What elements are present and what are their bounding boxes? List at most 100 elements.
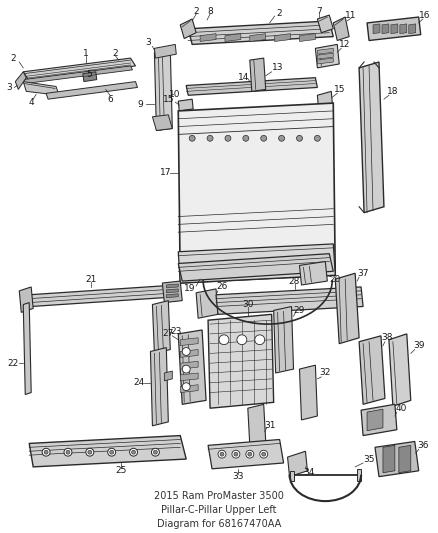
Text: 15: 15	[333, 85, 345, 94]
Text: 3: 3	[7, 83, 12, 92]
Text: 29: 29	[294, 306, 305, 315]
Circle shape	[152, 448, 159, 456]
Circle shape	[246, 450, 254, 458]
Polygon shape	[166, 289, 178, 293]
Polygon shape	[216, 287, 363, 314]
Text: 12: 12	[339, 40, 350, 49]
Text: 40: 40	[395, 403, 406, 413]
Polygon shape	[318, 58, 333, 64]
Polygon shape	[186, 78, 318, 95]
Polygon shape	[359, 62, 384, 213]
Polygon shape	[288, 451, 307, 477]
Polygon shape	[333, 17, 349, 41]
Circle shape	[207, 135, 213, 141]
Polygon shape	[225, 34, 241, 42]
Text: 19: 19	[184, 285, 196, 293]
Polygon shape	[274, 306, 293, 373]
Polygon shape	[162, 281, 182, 303]
Text: 11: 11	[346, 11, 357, 20]
Text: 6: 6	[108, 95, 113, 104]
Text: 14: 14	[238, 73, 250, 82]
Polygon shape	[250, 58, 266, 91]
Circle shape	[297, 135, 303, 141]
Text: 30: 30	[242, 300, 254, 309]
Polygon shape	[208, 314, 274, 408]
Polygon shape	[290, 471, 293, 481]
Polygon shape	[155, 44, 176, 58]
Circle shape	[86, 448, 94, 456]
Polygon shape	[152, 301, 170, 353]
Polygon shape	[318, 15, 333, 33]
Polygon shape	[166, 294, 178, 298]
Text: 36: 36	[417, 441, 428, 450]
Polygon shape	[300, 262, 327, 285]
Text: 15: 15	[162, 95, 174, 104]
Polygon shape	[23, 303, 31, 394]
Polygon shape	[178, 103, 335, 283]
Circle shape	[130, 448, 138, 456]
Circle shape	[42, 448, 50, 456]
Circle shape	[189, 135, 195, 141]
Circle shape	[314, 135, 320, 141]
Polygon shape	[391, 24, 398, 34]
Polygon shape	[361, 405, 397, 435]
Text: 2: 2	[113, 49, 118, 58]
Polygon shape	[300, 365, 318, 420]
Circle shape	[225, 135, 231, 141]
Polygon shape	[399, 446, 411, 473]
Polygon shape	[318, 53, 333, 59]
Text: 2: 2	[193, 7, 199, 15]
Polygon shape	[29, 435, 186, 467]
Text: 33: 33	[232, 472, 244, 481]
Text: 7: 7	[317, 7, 322, 15]
Polygon shape	[400, 24, 407, 34]
Text: 10: 10	[169, 90, 180, 99]
Circle shape	[182, 383, 190, 391]
Circle shape	[234, 452, 238, 456]
Circle shape	[279, 135, 285, 141]
Polygon shape	[83, 72, 97, 82]
Polygon shape	[367, 17, 421, 41]
Polygon shape	[196, 289, 218, 318]
Polygon shape	[178, 254, 333, 281]
Polygon shape	[23, 66, 133, 84]
Text: 37: 37	[357, 269, 369, 278]
Polygon shape	[248, 405, 266, 446]
Polygon shape	[315, 44, 339, 68]
Text: 32: 32	[320, 368, 331, 377]
Polygon shape	[200, 34, 216, 42]
Polygon shape	[19, 287, 33, 312]
Text: 34: 34	[304, 469, 315, 477]
Polygon shape	[375, 441, 419, 477]
Polygon shape	[275, 34, 290, 42]
Circle shape	[262, 452, 266, 456]
Polygon shape	[164, 371, 172, 381]
Circle shape	[255, 335, 265, 345]
Circle shape	[44, 450, 48, 454]
Polygon shape	[188, 21, 333, 44]
Polygon shape	[383, 446, 395, 473]
Text: 20: 20	[329, 274, 341, 284]
Polygon shape	[150, 348, 168, 426]
Polygon shape	[359, 336, 385, 405]
Text: 21: 21	[85, 274, 96, 284]
Text: 39: 39	[413, 341, 424, 350]
Polygon shape	[178, 99, 193, 111]
Text: 18: 18	[387, 87, 399, 96]
Circle shape	[88, 450, 92, 454]
Text: 5: 5	[86, 70, 92, 79]
Polygon shape	[250, 34, 266, 42]
Polygon shape	[389, 334, 411, 406]
Polygon shape	[300, 34, 315, 42]
Circle shape	[248, 452, 252, 456]
Text: 2: 2	[11, 54, 16, 62]
Polygon shape	[357, 469, 361, 481]
Text: 22: 22	[8, 359, 19, 368]
Polygon shape	[23, 58, 135, 79]
Text: 1: 1	[83, 49, 89, 58]
Text: 23: 23	[170, 327, 182, 336]
Polygon shape	[318, 91, 332, 107]
Polygon shape	[318, 49, 333, 54]
Text: 13: 13	[272, 63, 283, 72]
Polygon shape	[382, 24, 389, 34]
